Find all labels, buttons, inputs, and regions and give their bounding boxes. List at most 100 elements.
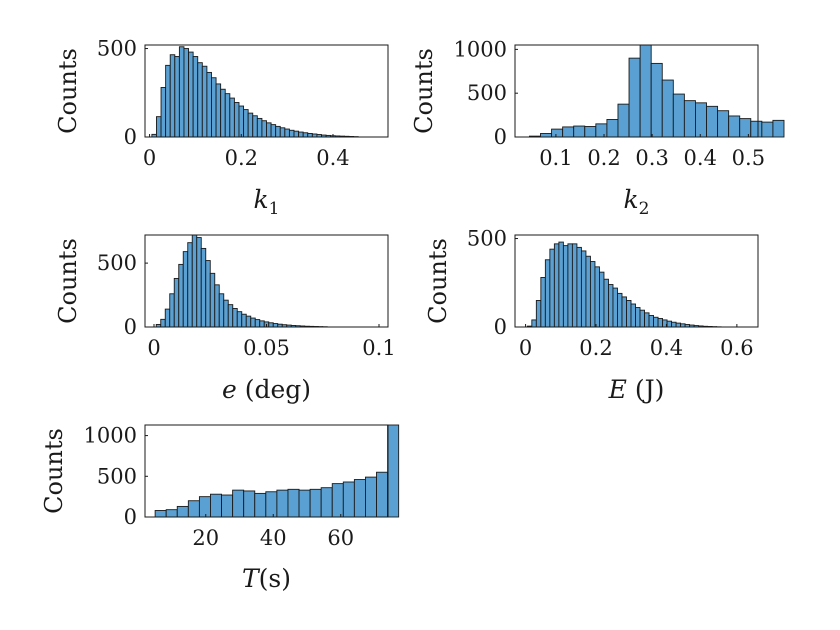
x-tick-label: 0.2	[225, 146, 258, 170]
bar	[309, 488, 322, 518]
bar	[648, 315, 654, 328]
bar	[243, 109, 249, 138]
bar	[353, 479, 366, 518]
y-tick-label: 500	[467, 81, 507, 105]
bar	[671, 321, 677, 328]
bar	[279, 127, 286, 138]
bar	[293, 130, 300, 138]
axes-box	[144, 44, 389, 138]
bar	[232, 308, 238, 328]
x-tick-label: 0	[143, 146, 156, 170]
bar	[603, 278, 609, 328]
x-axis-label: T(s)	[242, 564, 291, 593]
bar	[617, 103, 630, 138]
bar	[238, 105, 245, 138]
bar	[739, 118, 752, 138]
bar	[728, 115, 741, 138]
axes-box	[514, 44, 759, 138]
bar	[661, 79, 674, 138]
histogram-T: 20 40 60 0 500 1000 Counts T(s)	[40, 424, 400, 593]
bar	[187, 500, 200, 518]
bar	[584, 126, 597, 138]
y-tick-label: 0	[494, 125, 507, 149]
y-tick-label: 500	[97, 251, 137, 275]
bar	[250, 317, 256, 328]
bar	[535, 300, 542, 328]
x-tick-label: 0.05	[243, 336, 290, 360]
bar	[154, 510, 167, 518]
bar	[608, 284, 614, 328]
bar	[236, 311, 243, 328]
y-tick-label: 0	[494, 315, 507, 339]
bar	[365, 476, 377, 518]
bar	[621, 296, 627, 328]
bar	[302, 132, 309, 138]
bar	[254, 492, 267, 518]
bar	[639, 309, 645, 328]
y-tick-label: 0	[124, 125, 137, 149]
y-tick-label: 1000	[454, 37, 507, 61]
bar	[531, 319, 537, 328]
bar	[706, 105, 719, 138]
bar	[650, 62, 663, 138]
bar	[176, 505, 189, 518]
bar	[156, 116, 162, 138]
bar	[256, 117, 263, 138]
bar	[630, 303, 636, 328]
bar	[268, 322, 274, 328]
bar	[201, 65, 208, 138]
bar	[259, 320, 265, 328]
axes-box	[144, 424, 389, 518]
bar	[606, 119, 619, 138]
x-tick-label: 0.4	[650, 336, 683, 360]
bar	[209, 272, 216, 328]
axes-box	[514, 234, 759, 328]
bar	[169, 54, 176, 138]
histogram-k2: 0.1 0.2 0.3 0.4 0.5 0 500 1000 Counts k2	[410, 37, 785, 219]
bar	[576, 246, 582, 328]
bar	[188, 51, 194, 138]
bar	[165, 509, 178, 518]
bar	[178, 263, 184, 328]
x-tick-label: 20	[192, 526, 219, 550]
bar	[320, 487, 333, 518]
bar	[544, 259, 551, 328]
x-tick-label: 40	[260, 526, 287, 550]
y-axis-label: Counts	[54, 238, 82, 324]
bar	[227, 304, 234, 328]
histogram-E: 0 0.2 0.4 0.6 0 500 Counts E (J)	[424, 227, 759, 404]
bar	[214, 284, 220, 328]
x-tick-label: 0.1	[362, 336, 395, 360]
x-tick-label: 0.2	[587, 146, 620, 170]
bar	[772, 119, 785, 138]
bar	[215, 83, 222, 138]
bar	[585, 255, 591, 328]
bar	[599, 271, 605, 328]
histogram-e: 0 0.05 0.1 0 500 Counts e (deg)	[54, 234, 396, 404]
bar	[275, 125, 281, 138]
bar	[247, 112, 254, 138]
bar	[387, 424, 400, 518]
bar	[276, 489, 289, 518]
bar	[617, 292, 623, 328]
bar	[307, 133, 313, 138]
y-tick-label: 0	[124, 505, 137, 529]
bar	[666, 320, 673, 328]
bar	[672, 93, 685, 138]
bar	[196, 237, 202, 328]
bar	[232, 489, 245, 518]
x-tick-label: 0.2	[579, 336, 612, 360]
bar	[218, 293, 225, 328]
y-tick-label: 500	[97, 464, 137, 488]
bar	[272, 323, 279, 328]
bar	[695, 102, 707, 138]
bar	[595, 123, 608, 138]
y-tick-label: 500	[467, 227, 507, 251]
bar	[221, 494, 234, 518]
bar	[551, 128, 564, 138]
bar	[169, 293, 175, 328]
x-tick-label: 60	[327, 526, 354, 550]
bar	[252, 115, 258, 138]
bar	[173, 277, 180, 328]
